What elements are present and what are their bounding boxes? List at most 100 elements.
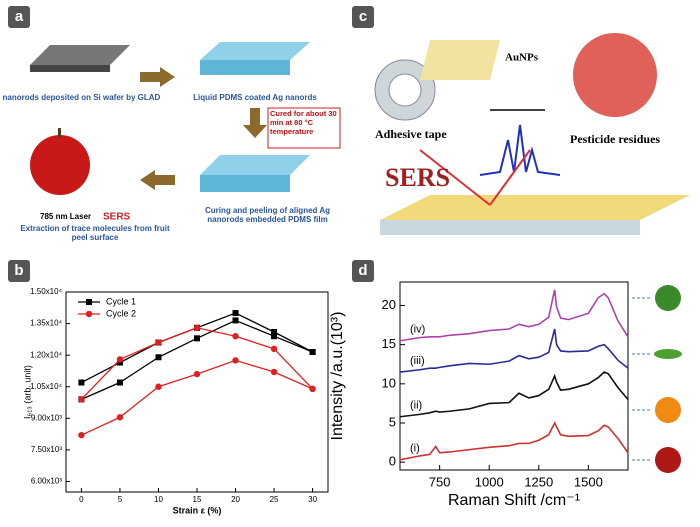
vegetable-icon <box>655 285 681 311</box>
pesticide-label: Pesticide residues <box>570 132 660 146</box>
marker <box>155 339 162 346</box>
tape-label: Adhesive tape <box>375 127 447 141</box>
series-line <box>399 328 629 373</box>
legend-marker <box>86 299 92 305</box>
panel-badge <box>8 6 30 28</box>
x-tick-label: 25 <box>270 495 279 504</box>
sers-label: SERS <box>385 163 450 192</box>
arrow <box>140 67 175 87</box>
marker <box>193 324 201 331</box>
x-tick-label: 0 <box>79 495 84 504</box>
series-label: (i) <box>410 443 420 455</box>
x-tick-label: 1250 <box>524 474 553 489</box>
panel-c: c AuNPs Adhesive tape Pesticide residues… <box>352 6 690 235</box>
marker <box>309 349 316 355</box>
x-tick-label: 750 <box>429 474 451 489</box>
marker <box>155 383 162 390</box>
marker <box>271 333 278 340</box>
pdms-edge <box>200 60 290 75</box>
arrow <box>140 170 175 190</box>
marker <box>232 333 239 340</box>
laser-beam <box>419 149 491 206</box>
caption-text: Ag nanorods deposited on Si wafer by GLA… <box>0 93 161 102</box>
marker <box>116 414 124 421</box>
caption-text: Extraction of trace molecules from fruit… <box>20 224 170 242</box>
marker <box>78 396 85 403</box>
series-label: (iv) <box>410 324 425 336</box>
caption: Ag nanorods deposited on Si wafer by GLA… <box>0 93 161 102</box>
caption: Curing and peeling of aligned Ag nanorod… <box>205 206 330 224</box>
caption: Liquid PDMS coated Ag nanords <box>193 93 317 102</box>
series-line <box>399 421 629 461</box>
panel-letter: a <box>15 8 24 25</box>
plot-frame <box>399 281 629 471</box>
bean-icon <box>654 349 682 359</box>
y-tick-label: 1.05x10⁴ <box>30 382 62 391</box>
wafer-edge <box>30 65 110 72</box>
y-tick-label: 1.50x10⁴ <box>30 287 62 296</box>
aunp-film <box>420 40 500 80</box>
marker <box>78 379 85 386</box>
marker <box>232 357 239 364</box>
apple-icon <box>655 447 681 473</box>
aunps-label: AuNPs <box>505 52 539 64</box>
y-tick-label: 20 <box>382 297 396 312</box>
marker <box>271 329 278 335</box>
y-tick-label: 7.50x10³ <box>31 445 62 454</box>
y-axis-label: Intensity /a.u.(10³) <box>329 312 346 441</box>
panel-badge <box>352 6 374 28</box>
x-tick-label: 15 <box>193 495 202 504</box>
laser-beam <box>489 149 531 206</box>
y-axis-label: I₆₁₃ (arb. unit) <box>22 365 32 419</box>
panel-badge <box>8 260 30 282</box>
legend-label: Cycle 1 <box>106 296 136 306</box>
x-tick-label: 5 <box>118 495 123 504</box>
tape-hole <box>388 73 422 107</box>
plot-frame <box>65 291 329 493</box>
marker <box>193 370 201 378</box>
marker <box>270 368 278 376</box>
marker <box>116 379 123 386</box>
series-label: (ii) <box>410 400 422 412</box>
laser-label: 785 nm Laser <box>40 212 91 221</box>
marker <box>232 317 239 324</box>
x-axis-label: Strain ε (%) <box>173 505 222 515</box>
pdms <box>200 42 310 60</box>
apple <box>573 33 657 117</box>
series-line <box>81 319 313 400</box>
x-tick-label: 20 <box>231 495 240 504</box>
x-axis-label: Raman Shift /cm⁻¹ <box>448 492 580 509</box>
orange-icon <box>655 397 681 423</box>
note: Cured for about 30 min at 80 °C temperat… <box>270 109 337 136</box>
note-text: Cured for about 30 min at 80 °C temperat… <box>270 109 337 136</box>
pdms <box>200 155 310 175</box>
marker <box>116 356 124 363</box>
y-tick-label: 1.35x10⁴ <box>30 319 62 328</box>
substrate-edge <box>380 220 640 235</box>
marker <box>309 385 316 393</box>
marker <box>78 431 85 439</box>
panel-letter: d <box>358 262 367 279</box>
marker <box>232 310 239 317</box>
panel-letter: c <box>359 8 367 25</box>
wafer <box>30 45 130 65</box>
marker <box>270 345 278 353</box>
caption: Extraction of trace molecules from fruit… <box>20 224 170 242</box>
pdms-edge <box>200 175 290 192</box>
x-tick-label: 30 <box>308 495 317 504</box>
marker <box>155 354 162 361</box>
arrow <box>243 108 267 138</box>
spectrum-icon <box>479 124 561 176</box>
y-tick-label: 9.00x10³ <box>31 413 62 422</box>
y-tick-label: 6.00x10³ <box>31 477 62 486</box>
y-tick-label: 0 <box>389 454 396 469</box>
y-tick-label: 1.20x10⁴ <box>30 350 62 359</box>
legend-marker <box>85 310 93 318</box>
series-line <box>399 371 629 418</box>
substrate <box>380 195 690 220</box>
y-tick-label: 10 <box>382 375 396 390</box>
series-label: (iii) <box>410 355 425 367</box>
legend-label: Cycle 2 <box>106 308 136 318</box>
panel-letter: b <box>14 262 23 279</box>
